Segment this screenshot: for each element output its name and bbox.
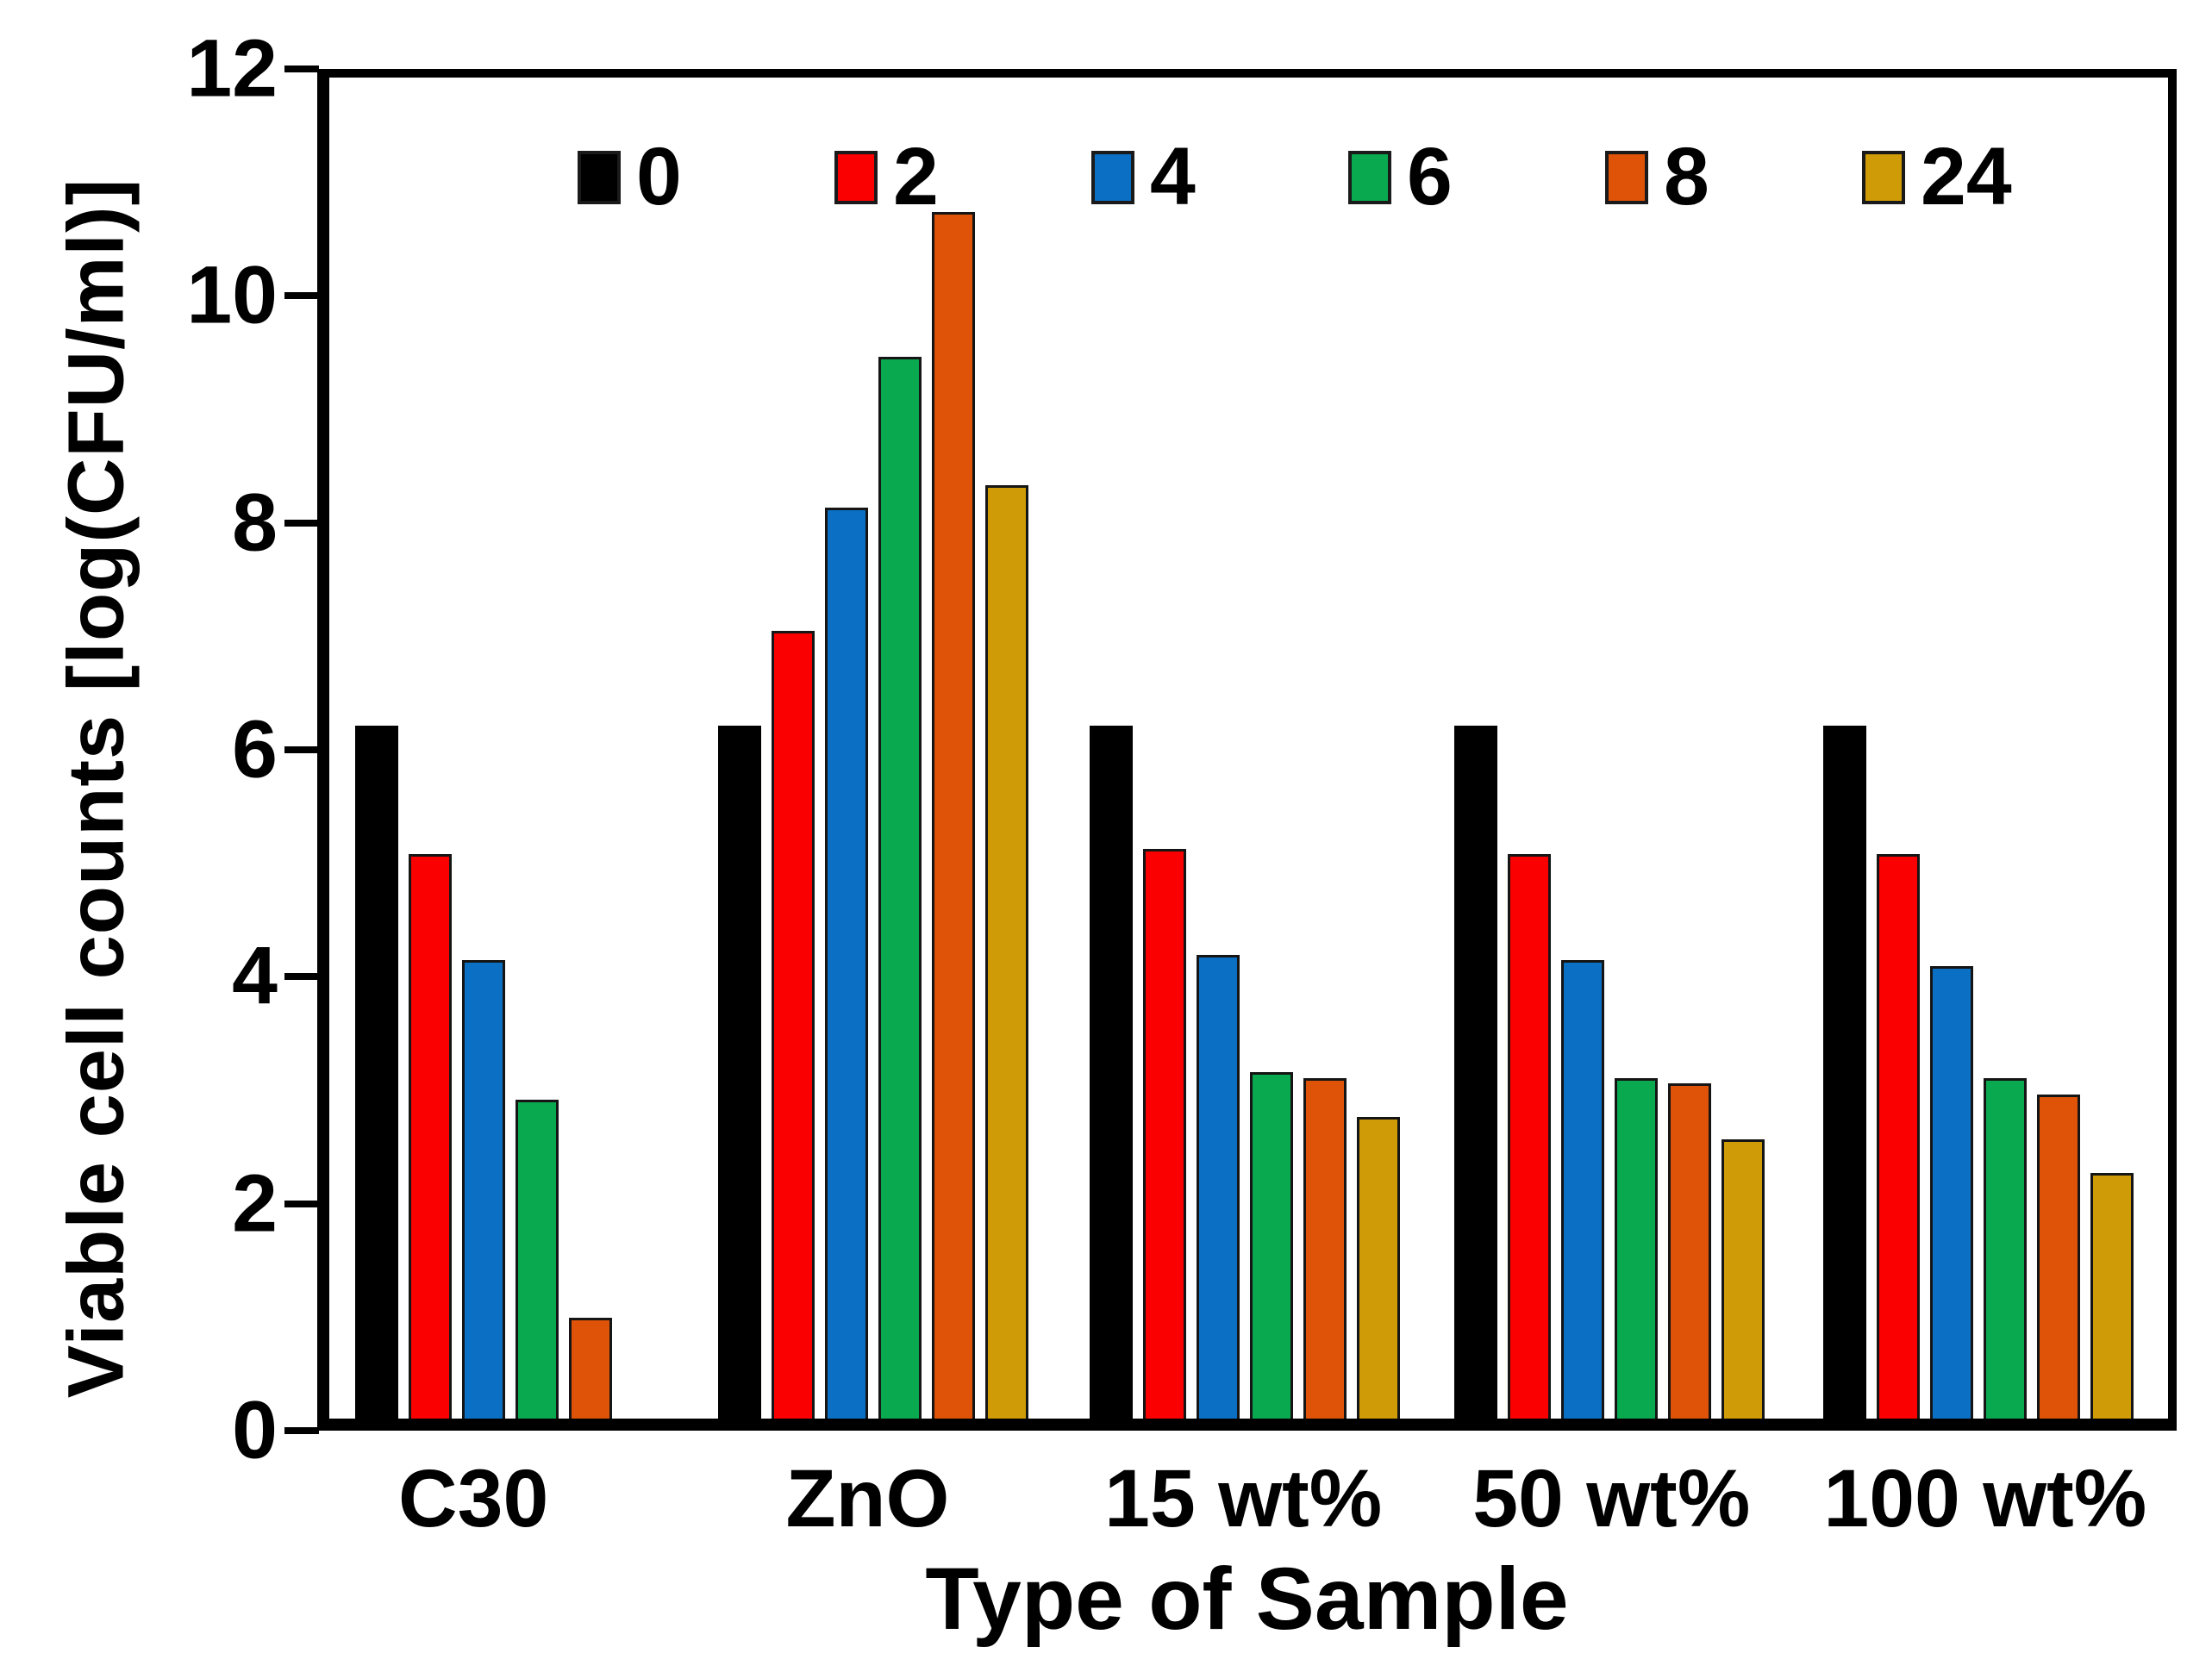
legend-swatch-6 bbox=[1348, 150, 1391, 204]
bar-c30-6h bbox=[516, 1100, 559, 1419]
x-label-15-wt%: 15 wt% bbox=[1104, 1453, 1383, 1544]
bar-c30-0h bbox=[355, 726, 399, 1419]
legend-label-6: 6 bbox=[1407, 131, 1453, 222]
bar-c30-8h bbox=[569, 1318, 613, 1419]
legend-item-4: 4 bbox=[1090, 131, 1196, 222]
y-tick-mark-6 bbox=[284, 746, 319, 753]
bar-zno-6h bbox=[878, 357, 922, 1419]
bar-50-wt%-4h bbox=[1560, 960, 1604, 1419]
y-tick-label-2: 2 bbox=[232, 1157, 278, 1250]
y-tick-mark-10 bbox=[284, 292, 319, 300]
bar-zno-24h bbox=[985, 485, 1029, 1419]
legend-label-4: 4 bbox=[1149, 131, 1196, 222]
y-tick-mark-4 bbox=[284, 973, 319, 981]
bar-zno-8h bbox=[932, 212, 976, 1419]
bar-50-wt%-0h bbox=[1453, 726, 1497, 1419]
bar-group-100-wt% bbox=[1823, 726, 2134, 1419]
bar-group-15-wt% bbox=[1090, 726, 1401, 1419]
legend-label-24: 24 bbox=[1921, 131, 2012, 222]
legend-swatch-24 bbox=[1862, 150, 1906, 204]
legend-swatch-0 bbox=[577, 150, 621, 204]
x-label-zno: ZnO bbox=[785, 1453, 950, 1544]
legend-item-24: 24 bbox=[1862, 136, 2012, 218]
x-axis-tick-labels: C30 ZnO 15 wt% 50 wt% 100 wt% bbox=[0, 1458, 2212, 1553]
bar-zno-4h bbox=[825, 508, 869, 1419]
x-label-100-wt%: 100 wt% bbox=[1823, 1453, 2147, 1544]
bar-100-wt%-24h bbox=[2090, 1173, 2134, 1419]
y-axis-tick-labels: 12 10 8 6 4 2 0 bbox=[103, 28, 278, 1471]
bar-100-wt%-4h bbox=[1930, 966, 1974, 1419]
y-tick-label-6: 6 bbox=[232, 703, 278, 795]
y-tick-mark-8 bbox=[284, 519, 319, 527]
legend-swatch-8 bbox=[1605, 150, 1649, 204]
y-tick-mark-12 bbox=[284, 65, 319, 72]
legend-item-8: 8 bbox=[1605, 136, 1709, 218]
bar-50-wt%-8h bbox=[1667, 1083, 1711, 1419]
y-tick-label-4: 4 bbox=[232, 930, 278, 1022]
legend-item-2: 2 bbox=[834, 136, 939, 218]
legend-swatch-2 bbox=[834, 150, 878, 204]
legend-label-8: 8 bbox=[1664, 131, 1709, 222]
x-axis-title: Type of Sample bbox=[925, 1550, 1569, 1648]
bar-15-wt%-8h bbox=[1303, 1078, 1347, 1419]
legend-label-2: 2 bbox=[892, 131, 939, 222]
legend-item-0: 0 bbox=[577, 131, 682, 222]
bar-100-wt%-6h bbox=[1984, 1078, 2028, 1419]
y-tick-label-8: 8 bbox=[232, 477, 278, 569]
bar-c30-2h bbox=[409, 854, 453, 1419]
x-label-c30: C30 bbox=[398, 1453, 549, 1544]
bar-15-wt%-2h bbox=[1143, 849, 1187, 1419]
bar-50-wt%-6h bbox=[1614, 1078, 1658, 1419]
bar-group-c30 bbox=[355, 726, 613, 1419]
y-tick-label-12: 12 bbox=[186, 22, 278, 115]
bar-100-wt%-2h bbox=[1877, 854, 1921, 1419]
y-tick-label-10: 10 bbox=[186, 249, 278, 341]
bar-15-wt%-24h bbox=[1357, 1117, 1401, 1419]
bar-100-wt%-0h bbox=[1823, 726, 1867, 1419]
bar-group-50-wt% bbox=[1453, 726, 1765, 1419]
legend-item-6: 6 bbox=[1348, 136, 1453, 218]
bar-15-wt%-0h bbox=[1090, 726, 1134, 1419]
bar-zno-0h bbox=[718, 726, 762, 1419]
bar-100-wt%-8h bbox=[2037, 1095, 2081, 1419]
bar-50-wt%-2h bbox=[1507, 854, 1551, 1419]
y-tick-mark-2 bbox=[284, 1200, 319, 1207]
legend-swatch-4 bbox=[1090, 150, 1134, 204]
bar-15-wt%-4h bbox=[1197, 955, 1240, 1419]
bar-zno-2h bbox=[772, 631, 815, 1419]
x-label-50-wt%: 50 wt% bbox=[1472, 1453, 1751, 1544]
bar-50-wt%-24h bbox=[1721, 1139, 1765, 1419]
bar-c30-4h bbox=[462, 960, 506, 1419]
legend-label-0: 0 bbox=[635, 131, 682, 222]
y-tick-label-0: 0 bbox=[232, 1384, 278, 1476]
bar-group-zno bbox=[718, 212, 1029, 1419]
bar-15-wt%-6h bbox=[1250, 1072, 1294, 1419]
y-tick-mark-0 bbox=[284, 1427, 319, 1434]
plot-area: 0 2 4 6 8 24 bbox=[317, 69, 2177, 1431]
legend: 0 2 4 6 8 24 bbox=[577, 131, 2012, 222]
